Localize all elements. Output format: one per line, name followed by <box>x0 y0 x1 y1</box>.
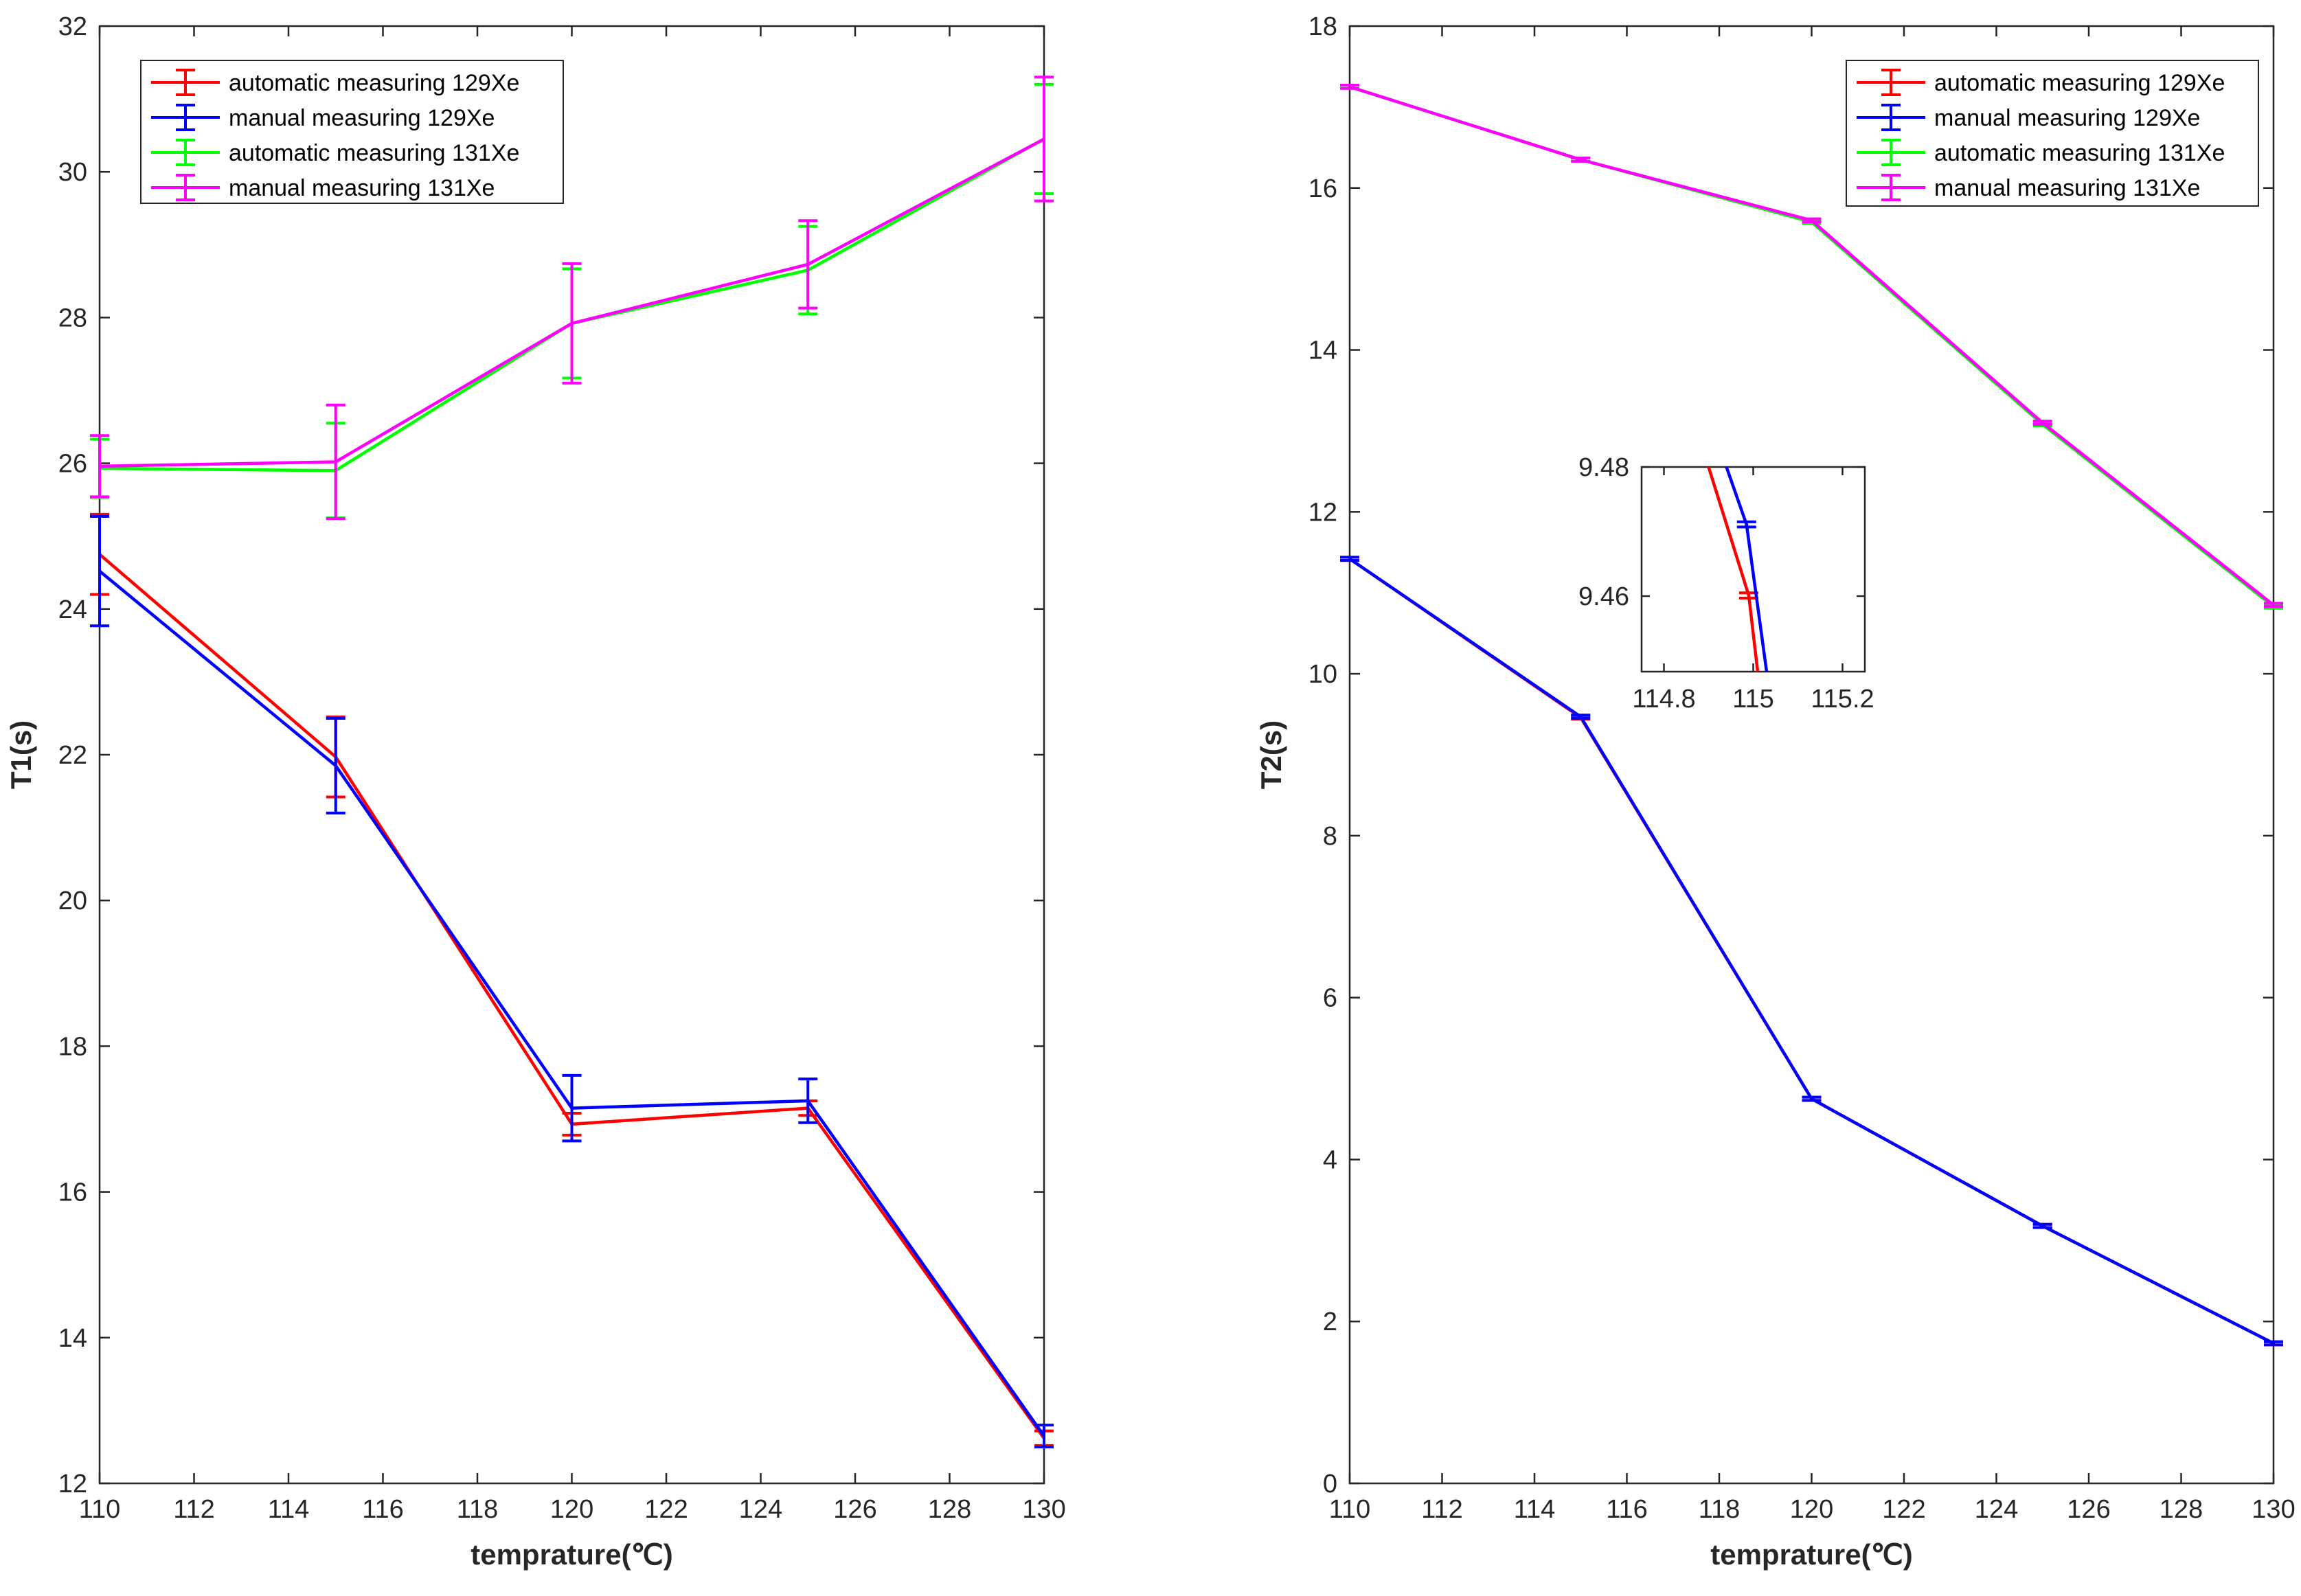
x-tick-label: 116 <box>362 1495 404 1524</box>
legend-label: manual measuring 129Xe <box>1934 105 2200 131</box>
plot-area <box>98 25 1045 1485</box>
legend-label: manual measuring 131Xe <box>1934 175 2200 201</box>
y-axis-label: T2(s) <box>1255 720 1287 789</box>
y-tick-label: 10 <box>1308 660 1337 689</box>
chart-2: 110 112 114 116 118 120 122 124 126 128 130 0 2 4 6 8 10… <box>1255 12 2296 1571</box>
legend-label: manual measuring 131Xe <box>229 175 495 201</box>
legend-label: automatic measuring 131Xe <box>1934 140 2225 166</box>
y-tick-label: 8 <box>1323 822 1337 851</box>
x-tick-label: 118 <box>457 1495 499 1524</box>
series-4 <box>90 76 1054 521</box>
legend-label: automatic measuring 129Xe <box>1934 70 2225 96</box>
x-tick-label: 130 <box>1022 1495 1065 1524</box>
legend-entry: manual measuring 129Xe <box>151 104 495 131</box>
inset-x-tick-label: 114.8 <box>1632 685 1695 714</box>
legend-box <box>1846 60 2259 207</box>
y-tick-label: 26 <box>58 450 87 479</box>
legend-entry: manual measuring 129Xe <box>1857 104 2200 131</box>
y-tick-label: 12 <box>58 1470 87 1498</box>
x-tick-label: 110 <box>1329 1495 1371 1524</box>
y-tick-label: 24 <box>58 595 87 624</box>
y-tick-label: 12 <box>1308 498 1337 527</box>
inset-y-tick-label: 9.46 <box>1578 582 1629 611</box>
x-tick-label: 120 <box>550 1495 593 1524</box>
y-tick-label: 2 <box>1323 1308 1337 1336</box>
x-tick-label: 116 <box>1606 1495 1648 1524</box>
legend-box <box>140 60 564 204</box>
legend: automatic measuring 129Xe manual measurin… <box>140 60 564 204</box>
legend-label: manual measuring 129Xe <box>229 105 495 131</box>
y-tick-label: 32 <box>58 12 87 41</box>
legend-label: automatic measuring 129Xe <box>229 70 519 96</box>
x-tick-label: 126 <box>833 1495 876 1524</box>
y-tick-label: 6 <box>1323 984 1337 1013</box>
inset-y-tick-label: 9.48 <box>1578 453 1629 482</box>
legend-entry: automatic measuring 129Xe <box>1857 69 2225 96</box>
legend-entry: automatic measuring 131Xe <box>151 139 519 166</box>
x-axis-label: temprature(℃) <box>471 1538 673 1571</box>
legend-entry: manual measuring 131Xe <box>151 174 495 201</box>
x-tick-label: 112 <box>173 1495 215 1524</box>
x-tick-label: 124 <box>1975 1495 2018 1524</box>
x-tick-label: 114 <box>268 1495 310 1524</box>
series-2 <box>1340 556 2283 1347</box>
x-tick-label: 110 <box>79 1495 121 1524</box>
legend-label: automatic measuring 131Xe <box>229 140 519 166</box>
chart-1: 110 112 114 116 118 120 122 124 126 128 130 12 14 16 1… <box>5 12 1066 1571</box>
x-tick-label: 122 <box>644 1495 688 1524</box>
x-tick-label: 122 <box>1882 1495 1925 1524</box>
x-tick-label: 112 <box>1421 1495 1463 1524</box>
y-tick-label: 20 <box>58 887 87 915</box>
y-axis-label: T1(s) <box>5 720 37 789</box>
x-tick-label: 128 <box>928 1495 971 1524</box>
plot-area <box>1348 25 2275 1485</box>
x-tick-label: 120 <box>1790 1495 1833 1524</box>
y-tick-label: 4 <box>1323 1145 1337 1174</box>
y-tick-label: 28 <box>58 304 87 332</box>
x-tick-label: 124 <box>739 1495 782 1524</box>
y-tick-label: 18 <box>58 1032 87 1061</box>
inset-x-tick-label: 115 <box>1732 685 1774 714</box>
legend-entry: automatic measuring 131Xe <box>1857 139 2225 166</box>
inset-x-tick-label: 115.2 <box>1811 685 1874 714</box>
y-tick-label: 0 <box>1323 1470 1337 1498</box>
y-tick-label: 14 <box>58 1324 87 1353</box>
y-tick-label: 30 <box>58 158 87 187</box>
series-4 <box>1340 84 2283 608</box>
x-tick-label: 114 <box>1514 1495 1556 1524</box>
y-tick-label: 22 <box>58 741 87 770</box>
x-tick-label: 128 <box>2160 1495 2203 1524</box>
legend: automatic measuring 129Xe manual measurin… <box>1846 60 2259 207</box>
y-tick-label: 14 <box>1308 337 1337 365</box>
legend-entry: manual measuring 131Xe <box>1857 174 2200 201</box>
x-axis-label: temprature(℃) <box>1710 1538 1913 1571</box>
x-tick-label: 130 <box>2252 1495 2295 1524</box>
x-tick-label: 118 <box>1699 1495 1741 1524</box>
legend-entry: automatic measuring 129Xe <box>151 69 519 96</box>
series-2 <box>90 515 1054 1448</box>
inset-chart: 114.8 115 115.2 9.46 9.48 <box>1578 453 1874 714</box>
y-tick-label: 18 <box>1308 12 1337 41</box>
y-tick-label: 16 <box>1308 174 1337 203</box>
x-tick-label: 126 <box>2067 1495 2110 1524</box>
y-tick-label: 16 <box>58 1178 87 1207</box>
